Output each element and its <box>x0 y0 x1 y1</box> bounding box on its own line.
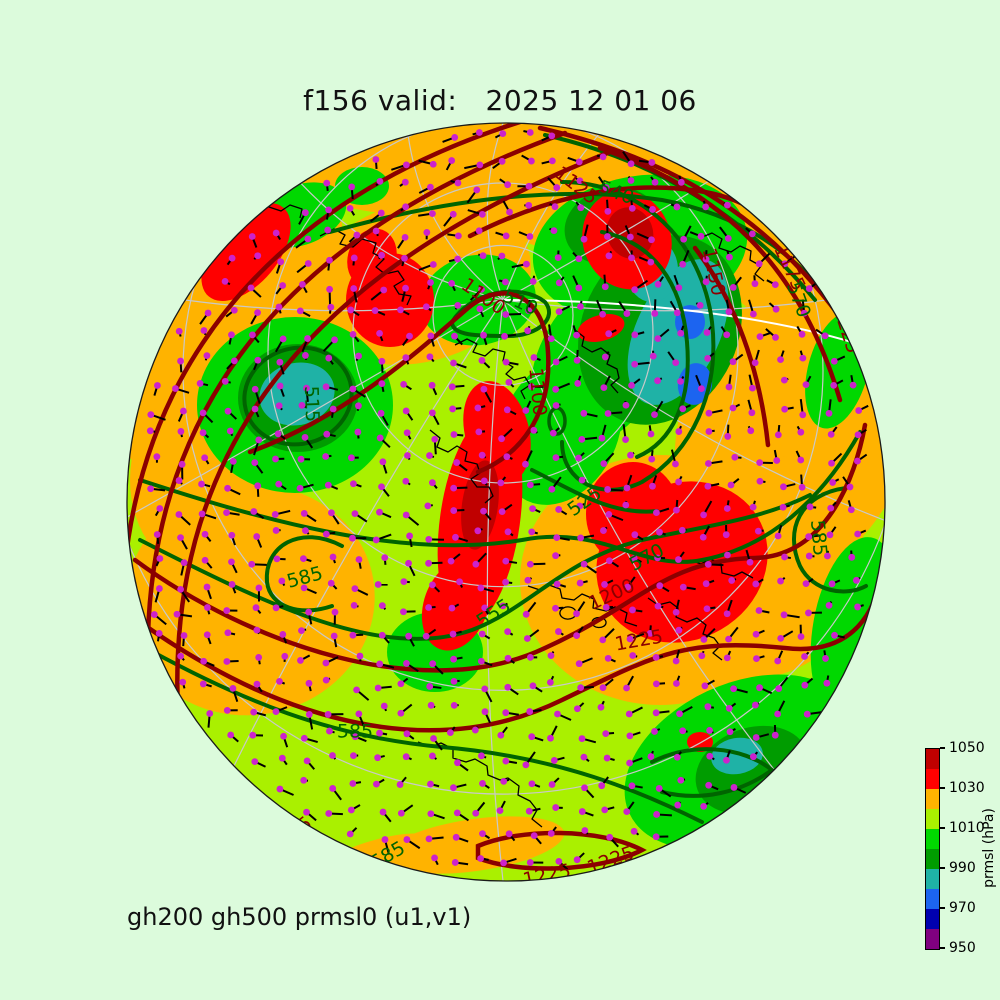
colorbar-tick-mark <box>940 867 945 869</box>
coastline-layer <box>249 192 765 828</box>
colorbar: 950 970 990 1010 1030 1050 prmsl (hPa) <box>925 740 1000 956</box>
plot-title: f156 valid: 2025 12 01 06 <box>303 84 697 117</box>
colorbar-tick-label: 1030 <box>949 780 985 796</box>
colorbar-tick-label: 950 <box>949 940 976 956</box>
contour-label-gh500: 585 <box>806 519 831 557</box>
colorbar-tick-mark <box>940 747 945 749</box>
colorbar-axis-label: prmsl (hPa) <box>981 808 997 888</box>
colorbar-tick-mark <box>940 787 945 789</box>
colorbar-segment-960-970 <box>926 909 939 929</box>
colorbar-gradient <box>925 748 940 950</box>
colorbar-segment-1000-1010 <box>926 829 939 849</box>
colorbar-segment-970-980 <box>926 889 939 909</box>
colorbar-tick-mark <box>940 827 945 829</box>
colorbar-segment-950-960 <box>926 929 939 949</box>
contour-label-gh200: 1100 <box>524 367 550 417</box>
globe-outline <box>126 122 886 882</box>
colorbar-segment-980-990 <box>926 869 939 889</box>
plot-caption: gh200 gh500 prmsl0 (u1,v1) <box>127 903 472 931</box>
contour-label-gh500: 515 <box>300 385 323 422</box>
colorbar-segment-990-1000 <box>926 849 939 869</box>
colorbar-tick-label: 1010 <box>949 820 985 836</box>
colorbar-segment-1010-1020 <box>926 809 939 829</box>
wind-layer <box>146 129 869 871</box>
colorbar-tick-mark <box>940 947 945 949</box>
colorbar-segment-1040-1050 <box>926 749 939 769</box>
colorbar-tick-label: 990 <box>949 860 976 876</box>
contour-label-gh500: 585 <box>337 721 373 743</box>
colorbar-segment-1030-1040 <box>926 769 939 789</box>
colorbar-tick-label: 970 <box>949 900 976 916</box>
colorbar-tick-label: 1050 <box>949 740 985 756</box>
colorbar-tick-mark <box>940 907 945 909</box>
colorbar-segment-1020-1030 <box>926 789 939 809</box>
